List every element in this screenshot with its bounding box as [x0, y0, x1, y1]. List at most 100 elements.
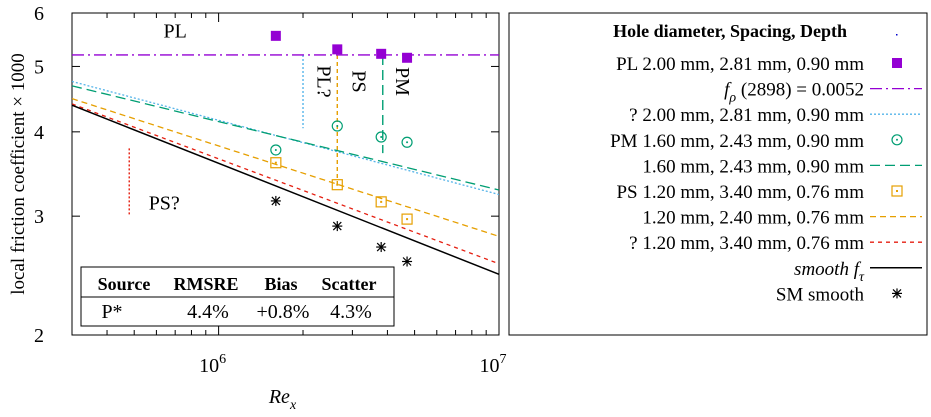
marker-shape — [401, 213, 413, 225]
y-axis-label: local friction coefficient × 1000 — [8, 53, 29, 294]
legend-entry-label: PM 1.60 mm, 2.43 mm, 0.90 mm — [610, 131, 864, 152]
marker-shape — [401, 136, 413, 148]
marker-center — [406, 141, 409, 144]
legend-entry-text: PS 1.20 mm, 3.40 mm, 0.76 mm — [616, 182, 864, 203]
marker-stroke — [892, 288, 902, 298]
legend-entry-text: PM 1.60 mm, 2.43 mm, 0.90 mm — [610, 131, 864, 152]
data-point — [331, 179, 343, 191]
marker-shape — [891, 185, 903, 197]
marker-shape — [375, 196, 387, 208]
legend-marker-sample — [892, 58, 902, 68]
legend-entry-label: ? 2.00 mm, 2.81 mm, 0.90 mm — [629, 105, 864, 126]
marker-stroke — [332, 221, 342, 231]
inset-table-cell: +0.8% — [257, 301, 310, 323]
legend-entry-text: 1.20 mm, 2.40 mm, 0.76 mm — [642, 208, 864, 229]
data-point — [376, 48, 387, 59]
data-point — [376, 242, 387, 253]
marker-stroke — [376, 242, 386, 252]
x-axis-label-subscript: x — [289, 398, 297, 412]
data-point — [270, 30, 281, 41]
legend-entry-suffix: (2898) = 0.0052 — [736, 80, 864, 101]
legend-frame — [508, 12, 928, 336]
series-line-4 — [72, 85, 499, 191]
annotation-label: PS? — [149, 192, 180, 214]
inset-table-header: Bias — [264, 274, 297, 294]
series-line-6 — [72, 98, 499, 237]
annotation-label: PS — [347, 70, 369, 92]
data-point — [270, 144, 282, 156]
marker-center — [896, 138, 898, 141]
legend-entry-text: smooth f — [794, 259, 862, 280]
legend-marker-sample — [891, 134, 903, 146]
legend-entry-label: SM smooth — [776, 284, 865, 305]
x-axis-label-main: Re — [268, 386, 290, 408]
data-point — [270, 157, 282, 169]
x-tick-label: 106 — [199, 352, 226, 377]
x-axis-label: Rex — [268, 386, 297, 412]
data-point — [401, 136, 413, 148]
x-tick-exponent: 6 — [219, 352, 226, 367]
marker-shape — [270, 144, 282, 156]
legend-entry-text: ? 1.20 mm, 3.40 mm, 0.76 mm — [629, 233, 864, 254]
marker-shape — [402, 52, 413, 63]
legend-entry-label: ? 1.20 mm, 3.40 mm, 0.76 mm — [629, 233, 864, 254]
inset-table-cell: P* — [101, 301, 122, 323]
marker-center — [406, 218, 409, 221]
legend-entry-text: f — [724, 80, 732, 101]
marker-shape — [270, 30, 281, 41]
x-tick-exponent: 7 — [500, 352, 507, 367]
marker-center — [380, 136, 383, 139]
legend-entry-label: smooth fτ — [794, 259, 865, 285]
marker-center — [380, 200, 383, 203]
legend-entry-text: ? 2.00 mm, 2.81 mm, 0.90 mm — [629, 105, 864, 126]
legend-marker-sample — [892, 288, 902, 299]
marker-center — [274, 148, 277, 151]
marker-center — [336, 125, 339, 128]
legend-entry-subscript: ρ — [728, 91, 736, 106]
data-point — [332, 221, 343, 232]
data-point — [270, 195, 281, 206]
series-line-8 — [72, 104, 499, 276]
marker-shape — [332, 44, 343, 55]
marker-shape — [270, 157, 282, 169]
plot-frame — [71, 12, 500, 336]
data-point — [375, 131, 387, 143]
legend-entry-label: 1.20 mm, 2.40 mm, 0.76 mm — [642, 208, 864, 229]
inset-table-header: Source — [98, 274, 151, 294]
data-point — [331, 120, 343, 132]
data-point — [402, 52, 413, 63]
legend-entry-text: 1.60 mm, 2.43 mm, 0.90 mm — [642, 156, 864, 177]
marker-shape — [375, 131, 387, 143]
legend-entry-text: PL 2.00 mm, 2.81 mm, 0.90 mm — [616, 54, 864, 75]
annotation-label: PM — [391, 67, 413, 96]
marker-center — [896, 190, 898, 192]
y-tick-label: 3 — [34, 206, 44, 228]
inset-table-cell: 4.4% — [187, 301, 229, 323]
legend-entry-label: fρ (2898) = 0.0052 — [724, 80, 864, 106]
x-tick-base: 10 — [480, 355, 500, 377]
marker-shape — [891, 134, 903, 146]
y-tick-label: 5 — [34, 56, 44, 78]
legend-entry-label: 1.60 mm, 2.43 mm, 0.90 mm — [642, 156, 864, 177]
inset-table: Source RMSRE Bias Scatter P* 4.4% +0.8% 4.3% — [80, 266, 395, 327]
marker-shape — [376, 48, 387, 59]
legend: Hole diameter, Spacing, Depth PL 2.00 mm,… — [508, 12, 928, 336]
marker-shape — [331, 120, 343, 132]
x-tick-base: 10 — [199, 355, 219, 377]
legend-header: Hole diameter, Spacing, Depth — [613, 21, 847, 41]
marker-shape — [892, 58, 902, 68]
annotation-label: PL — [164, 20, 187, 42]
legend-marker-sample — [891, 185, 903, 197]
data-point — [402, 256, 413, 267]
legend-entry-text: SM smooth — [776, 284, 865, 305]
legend-entry-label: PL 2.00 mm, 2.81 mm, 0.90 mm — [616, 54, 864, 75]
inset-table-cell: 4.3% — [330, 301, 372, 323]
legend-header-marker — [896, 34, 898, 36]
marker-center — [336, 183, 339, 186]
inset-table-header: Scatter — [322, 274, 377, 294]
marker-stroke — [402, 257, 412, 266]
x-tick-label: 107 — [480, 352, 507, 377]
y-tick-label: 4 — [34, 122, 44, 144]
